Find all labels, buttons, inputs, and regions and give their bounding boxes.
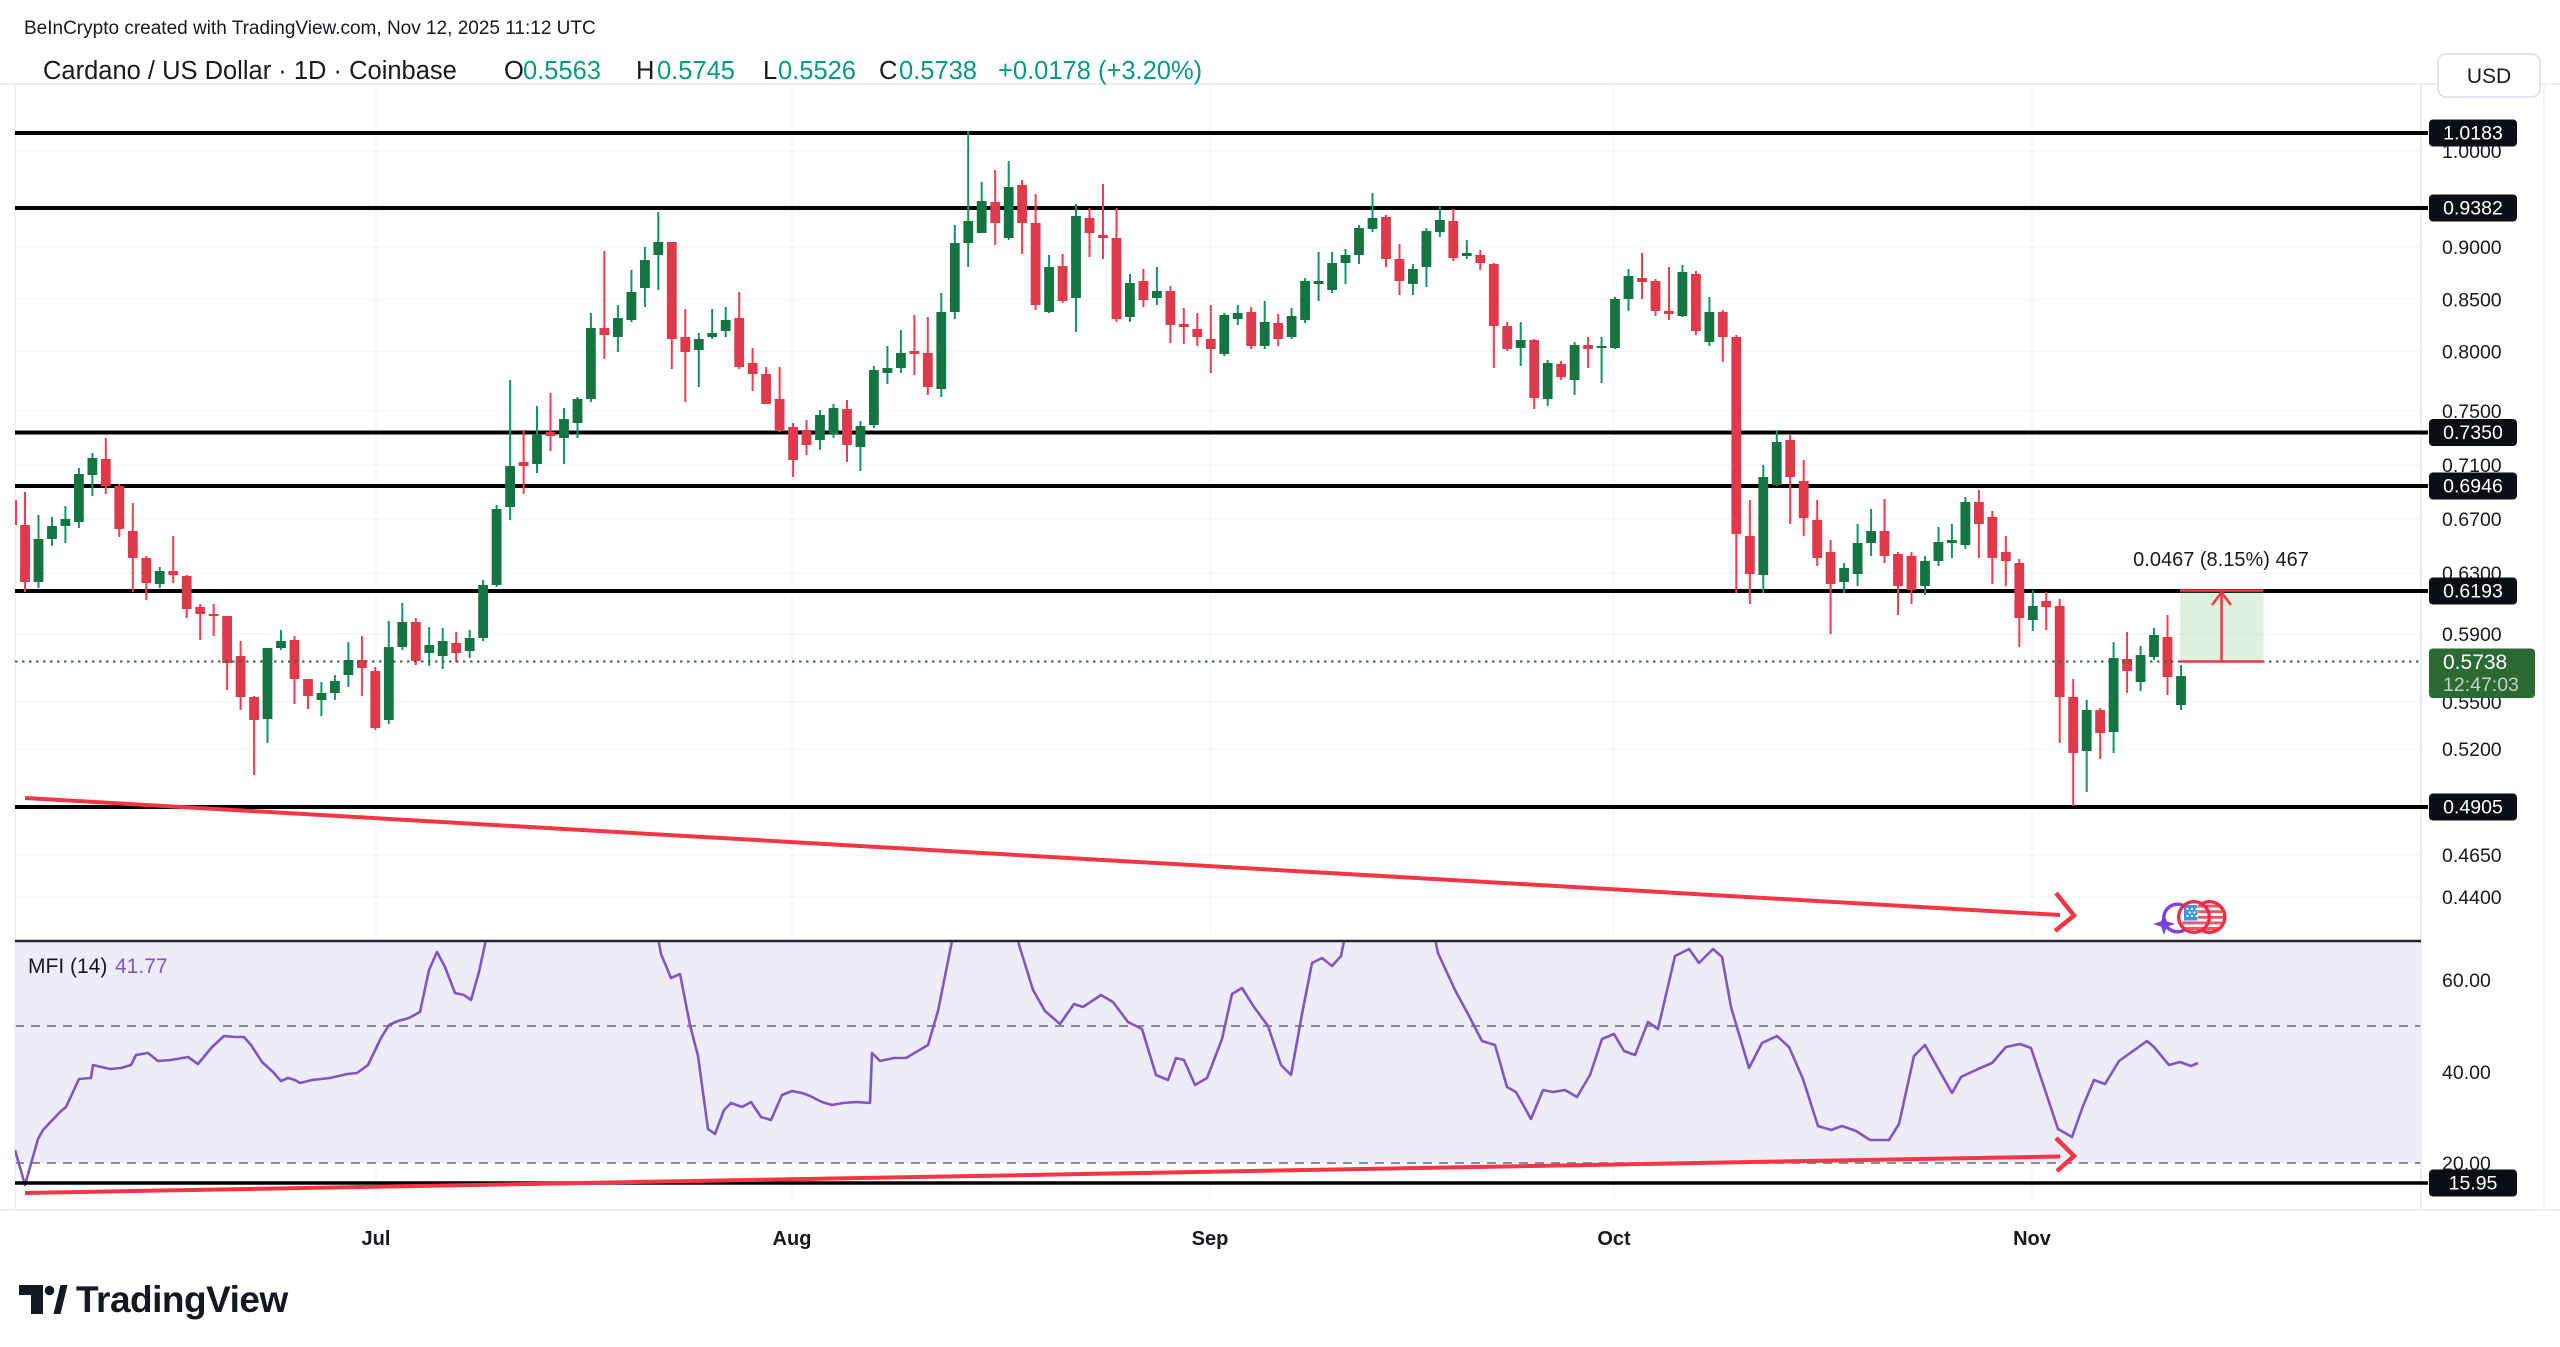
svg-text:0.9000: 0.9000 [2442,237,2502,259]
svg-text:C: C [879,57,897,85]
svg-text:0.5200: 0.5200 [2442,739,2502,761]
svg-text:0.5745: 0.5745 [657,57,735,85]
svg-text:Sep: Sep [1192,1228,1229,1250]
svg-text:MFI (14): MFI (14) [28,955,107,978]
svg-text:BeInCrypto created with Tradin: BeInCrypto created with TradingView.com,… [24,18,596,39]
svg-text:1.0183: 1.0183 [2443,123,2503,145]
svg-text:60.00: 60.00 [2442,970,2491,992]
svg-text:0.8000: 0.8000 [2442,342,2502,364]
svg-text:15.95: 15.95 [2449,1173,2498,1195]
svg-text:Cardano / US Dollar · 1D · Coi: Cardano / US Dollar · 1D · Coinbase [43,57,457,85]
svg-text:0.5526: 0.5526 [778,57,856,85]
svg-text:0.5563: 0.5563 [523,57,601,85]
svg-text:+0.0178 (+3.20%): +0.0178 (+3.20%) [998,57,1202,85]
svg-text:0.6946: 0.6946 [2443,476,2503,498]
svg-text:0.6193: 0.6193 [2443,581,2503,603]
svg-text:Aug: Aug [773,1228,812,1250]
svg-text:USD: USD [2467,65,2511,88]
svg-text:0.7100: 0.7100 [2442,455,2502,477]
svg-text:O: O [504,57,524,85]
svg-text:Nov: Nov [2013,1228,2052,1250]
svg-text:0.6700: 0.6700 [2442,509,2502,531]
svg-text:L: L [763,57,777,85]
svg-text:0.5900: 0.5900 [2442,624,2502,646]
svg-text:Jul: Jul [362,1228,391,1250]
svg-text:0.0467 (8.15%) 467: 0.0467 (8.15%) 467 [2133,549,2309,571]
svg-text:40.00: 40.00 [2442,1062,2491,1084]
svg-text:Oct: Oct [1597,1228,1631,1250]
svg-text:0.7350: 0.7350 [2443,422,2503,444]
svg-text:0.5738: 0.5738 [2443,651,2507,674]
svg-text:0.7500: 0.7500 [2442,401,2502,423]
svg-text:41.77: 41.77 [115,955,168,978]
svg-text:TradingView: TradingView [76,1279,288,1320]
svg-text:0.4905: 0.4905 [2443,797,2503,819]
svg-text:0.4400: 0.4400 [2442,887,2502,909]
svg-text:0.9382: 0.9382 [2443,198,2503,220]
svg-text:12:47:03: 12:47:03 [2443,674,2519,696]
svg-text:0.8500: 0.8500 [2442,290,2502,312]
svg-text:H: H [636,57,654,85]
svg-text:0.4650: 0.4650 [2442,845,2502,867]
svg-text:0.5738: 0.5738 [899,57,977,85]
